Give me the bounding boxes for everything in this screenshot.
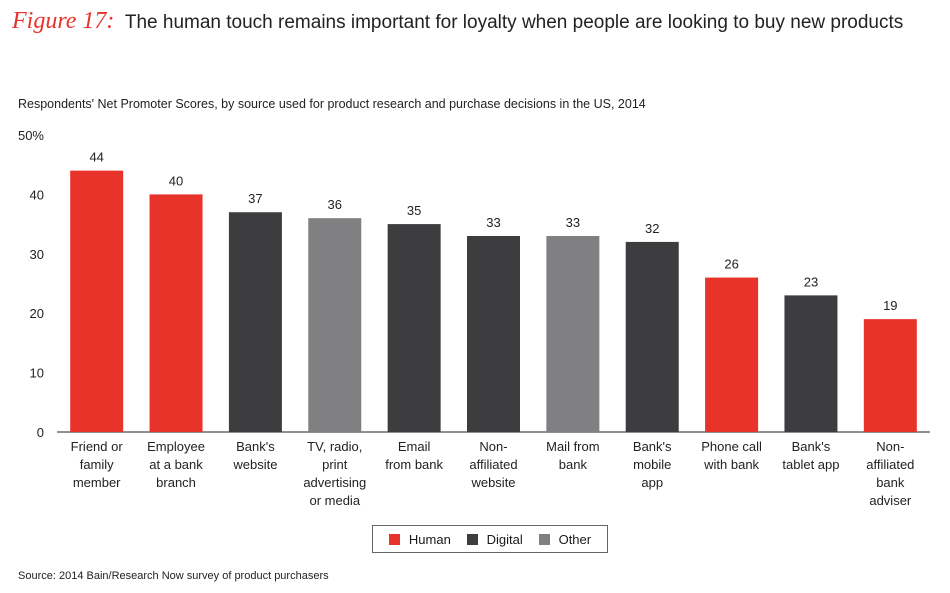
data-label: 33 [566,215,580,230]
data-label: 40 [169,173,183,188]
y-tick-label: 20 [30,306,44,321]
x-tick-label-line: Bank's [792,439,831,454]
bar [308,218,362,432]
x-tick-label: Friend or family member [71,439,124,490]
x-tick-label-line: app [641,475,663,490]
x-tick-label-line: Friend or [71,439,124,454]
x-tick-label-line: Email [398,439,431,454]
source-note: Source: 2014 Bain/Research Now survey of… [18,570,329,582]
x-tick-label-line: branch [156,475,196,490]
bar-chart: 0 10 20 30 40 50% 44 Friend or family member 40 Em… [18,128,930,508]
x-tick-label-line: Non- [479,439,507,454]
x-tick-label-line: from bank [385,457,443,472]
x-tick-label-line: with bank [703,457,759,472]
legend-swatch [466,533,478,545]
data-label: 37 [248,191,262,206]
x-tick-label-line: Phone call [701,439,762,454]
data-label: 26 [724,257,738,272]
x-tick-label: TV, radio, print advertising or media [303,439,366,508]
legend-label: Digital [486,531,523,547]
x-tick-label: Email from bank [385,439,443,472]
y-tick-label: 0 [37,425,44,440]
x-tick-label-line: at a bank [149,457,203,472]
legend-swatch [538,533,550,545]
x-tick-label-line: Bank's [236,439,275,454]
bar [625,241,679,432]
x-tick-label-line: mobile [633,457,671,472]
x-tick-label-line: adviser [869,493,912,508]
x-tick-label-line: Non- [876,439,904,454]
y-tick-label: 30 [30,247,44,262]
data-label: 36 [328,197,342,212]
x-tick-label-line: advertising [303,475,366,490]
legend-item-human: Human [388,531,451,547]
x-tick-label: Bank's website [232,439,277,472]
legend: Human Digital Other [372,525,608,553]
x-tick-label-line: Employee [147,439,205,454]
x-tick-label-line: member [73,475,121,490]
x-tick-label: Phone call with bank [701,439,762,472]
x-tick-label: Employee at a bank branch [147,439,205,490]
data-label: 33 [486,215,500,230]
x-tick-label-line: website [232,457,277,472]
legend-swatch [388,533,400,545]
bar [863,319,917,432]
x-tick-label: Bank's tablet app [782,439,839,472]
y-tick-label: 40 [30,187,44,202]
x-tick-label-line: print [322,457,348,472]
y-tick-label: 50% [18,128,44,143]
data-label: 19 [883,298,897,313]
bar [228,212,282,432]
x-tick-label-line: Mail from [546,439,599,454]
x-tick-label-line: TV, radio, [307,439,362,454]
bar [467,235,520,432]
x-tick-label: Mail from bank [546,439,599,472]
bar [149,194,203,432]
x-tick-label-line: or media [309,493,360,508]
bar [784,295,838,432]
y-tick-label: 10 [30,366,44,381]
x-tick-label-line: family [80,457,114,472]
x-tick-label: Non-affiliated bank adviser [866,439,914,508]
data-label: 44 [89,150,103,165]
bar [705,277,759,432]
bar [70,170,124,432]
x-tick-label-line: bank [559,457,588,472]
figure-title: Figure 17: The human touch remains impor… [12,8,903,35]
legend-label: Other [558,531,592,547]
data-label: 32 [645,221,659,236]
legend-label: Human [408,531,451,547]
x-tick-label-line: bank [876,475,905,490]
bar [546,235,600,432]
data-label: 23 [804,274,818,289]
bars: 44 Friend or family member 40 Employee at a ba… [70,150,917,508]
y-axis: 0 10 20 30 40 50% [18,128,44,440]
x-tick-label-line: affiliated [469,457,517,472]
x-tick-label-line: website [470,475,515,490]
x-tick-label-line: Bank's [633,439,672,454]
chart-subtitle: Respondents' Net Promoter Scores, by sou… [18,97,646,111]
x-tick-label-line: tablet app [782,457,839,472]
figure-label: Figure 17: [12,8,115,34]
figure-title-text: The human touch remains important for lo… [124,12,904,33]
legend-item-other: Other [538,531,592,547]
bar [387,224,441,432]
x-tick-label: Non-affiliated website [469,439,517,490]
data-label: 35 [407,203,421,218]
legend-item-digital: Digital [466,531,523,547]
x-tick-label: Bank's mobile app [633,439,672,490]
x-tick-label-line: affiliated [866,457,914,472]
